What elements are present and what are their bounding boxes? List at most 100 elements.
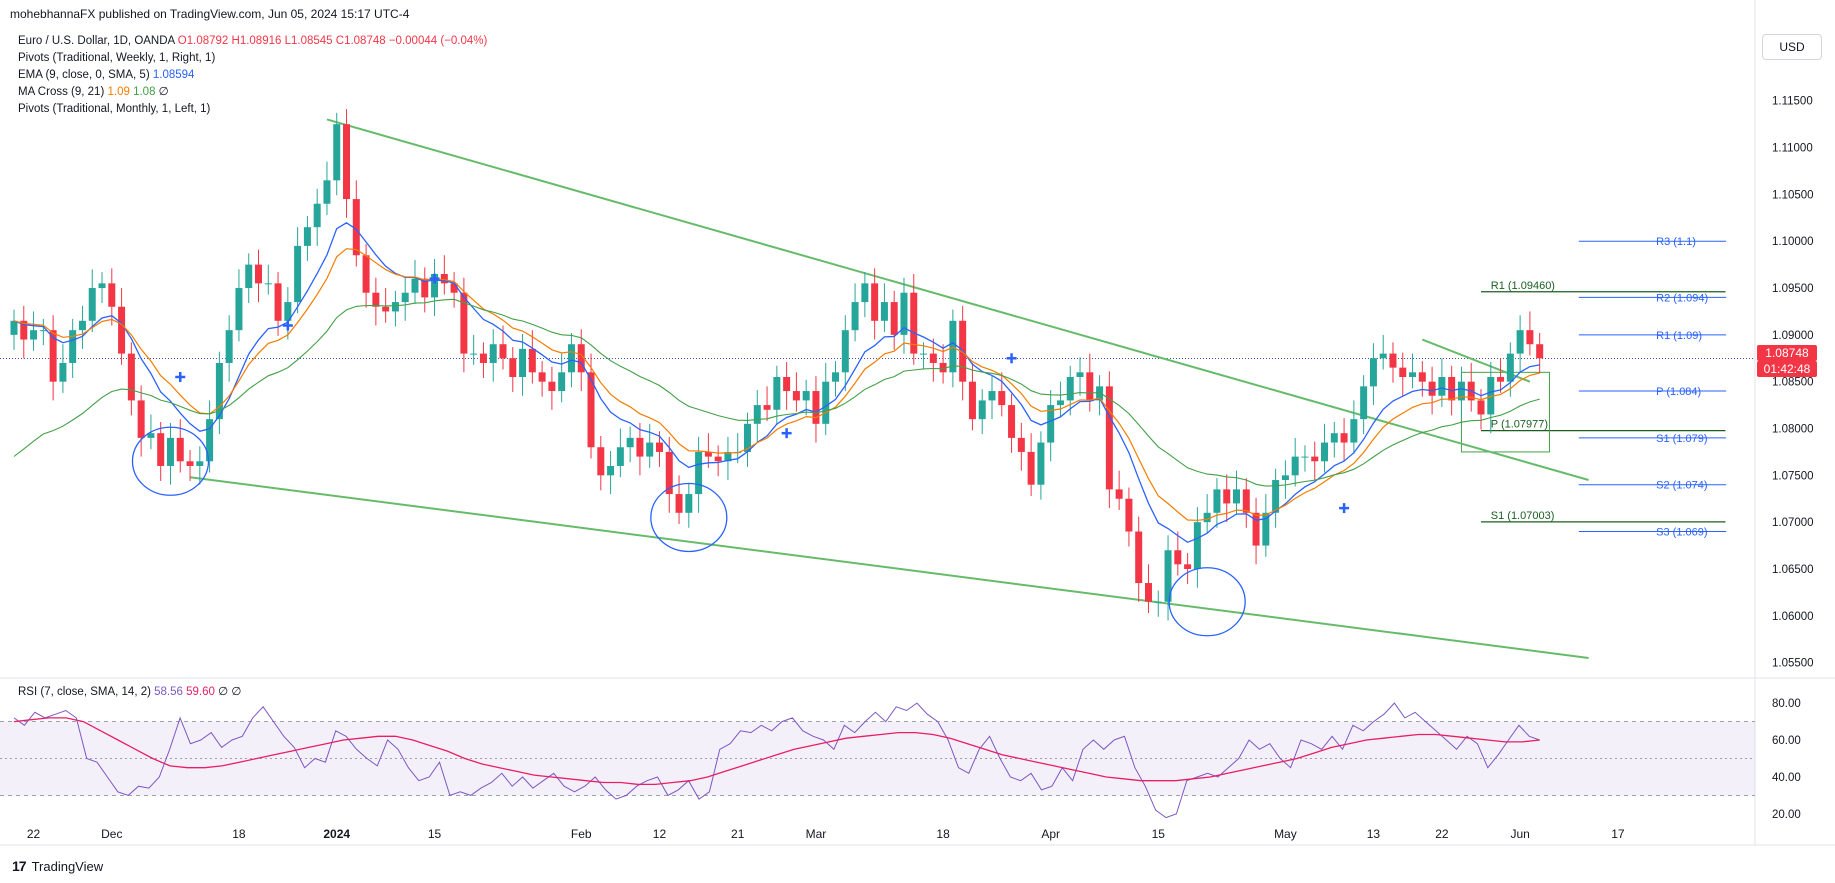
candle-body (567, 344, 575, 373)
candle-body (509, 358, 517, 377)
legend-ema-row[interactable]: EMA (9, close, 0, SMA, 5) 1.08594 (18, 67, 487, 84)
candle-body (39, 330, 47, 332)
candle-body (294, 245, 302, 303)
time-tick-label: 15 (1152, 827, 1166, 841)
candle-body (1115, 489, 1123, 499)
candle-body (1311, 456, 1319, 462)
candle-body (235, 288, 243, 331)
candle-body (30, 330, 38, 340)
price-tick-label: 1.09000 (1772, 330, 1814, 342)
candle-body (1086, 372, 1094, 401)
candle-body (1536, 344, 1544, 359)
pivot-weekly-label: S2 (1.074) (1656, 480, 1707, 492)
time-tick-label: Apr (1041, 827, 1060, 841)
candle-body (832, 372, 840, 382)
candle-body (900, 292, 908, 335)
candle-body (646, 442, 654, 457)
price-tick-label: 1.06000 (1772, 611, 1814, 623)
publisher-line: mohebhannaFX published on TradingView.co… (10, 7, 410, 21)
time-tick-label: 18 (936, 827, 950, 841)
candle-body (108, 283, 116, 307)
highlight-circle (1168, 567, 1246, 637)
candle-body (352, 199, 360, 256)
candle-body (519, 348, 527, 377)
candle-body (1184, 564, 1192, 569)
legend-ma-cross-v2: 1.08 (133, 86, 156, 98)
price-tick-label: 1.07000 (1772, 517, 1814, 529)
legend-close: C1.08748 (335, 35, 386, 47)
legend-ma-cross-v1: 1.09 (107, 86, 130, 98)
candle-body (812, 391, 820, 424)
candle-body (470, 353, 478, 355)
legend-ema-value: 1.08594 (152, 69, 195, 81)
candle-body (1223, 489, 1231, 504)
trendline-lower (189, 476, 1589, 659)
candle-body (1174, 550, 1182, 565)
time-tick-label: Dec (101, 827, 122, 841)
legend-symbol-row: Euro / U.S. Dollar, 1D, OANDA O1.08792 H… (18, 33, 487, 50)
time-tick-label: 22 (1435, 827, 1449, 841)
candle-body (1242, 489, 1250, 513)
candle-body (841, 330, 849, 373)
legend-pivots-weekly[interactable]: Pivots (Traditional, Weekly, 1, Right, 1… (18, 52, 216, 64)
candle-body (988, 391, 996, 401)
pivot-monthly-label: S1 (1.07003) (1491, 510, 1555, 522)
pivot-weekly-label: R2 (1.094) (1656, 292, 1708, 304)
candle-body (1389, 353, 1397, 368)
candle-body (499, 344, 507, 359)
candle-body (1448, 377, 1456, 401)
candle-body (998, 391, 1006, 406)
price-tick-label: 1.11000 (1772, 143, 1813, 155)
candle-body (528, 348, 536, 373)
candle-body (196, 461, 204, 466)
candle-body (1330, 433, 1338, 443)
rsi-tick-label: 60.00 (1772, 735, 1801, 747)
candle-body (548, 381, 556, 392)
candle-body (1154, 601, 1162, 603)
currency-button[interactable]: USD (1762, 34, 1822, 60)
candle-body (1477, 400, 1485, 415)
time-tick-label: 13 (1367, 827, 1381, 841)
candle-body (1291, 456, 1299, 476)
legend-open: O1.08792 (177, 35, 229, 47)
rsi-label: RSI (7, close, SMA, 14, 2) (18, 686, 151, 698)
candle-body (118, 306, 126, 354)
candle-body (479, 353, 487, 363)
candle-body (225, 330, 233, 363)
price-tick-label: 1.08000 (1772, 424, 1814, 436)
candle-body (343, 124, 351, 200)
candle-body (69, 330, 77, 363)
legend-pivots-monthly[interactable]: Pivots (Traditional, Monthly, 1, Left, 1… (18, 103, 211, 115)
candle-body (1428, 381, 1436, 396)
tradingview-logo[interactable]: 17 TradingView (12, 858, 103, 874)
trendline-upper (326, 118, 1589, 481)
candle-body (636, 437, 644, 457)
price-tick-label: 1.07500 (1772, 470, 1814, 482)
candle-body (792, 391, 800, 401)
candle-body (489, 344, 497, 363)
rsi-line (13, 702, 1540, 819)
candle-body (949, 320, 957, 373)
time-tick-label: Jun (1510, 827, 1529, 841)
candle-body (626, 437, 634, 448)
legend-ema-label: EMA (9, close, 0, SMA, 5) (18, 69, 150, 81)
rsi-legend[interactable]: RSI (7, close, SMA, 14, 2) 58.56 59.60 ∅… (18, 684, 241, 698)
pivot-monthly-label: P (1.07977) (1491, 419, 1548, 431)
candle-body (20, 320, 28, 340)
candle-body (1027, 451, 1035, 485)
candle-body (323, 180, 331, 204)
candle-body (675, 494, 683, 513)
candle-body (1056, 400, 1064, 406)
candle-body (362, 255, 370, 293)
price-tick-label: 1.10500 (1772, 189, 1814, 201)
candle-body (450, 283, 458, 293)
candle-body (1213, 489, 1221, 513)
brand-name: TradingView (31, 858, 104, 874)
price-tick-label: 1.06500 (1772, 564, 1814, 576)
legend-symbol[interactable]: Euro / U.S. Dollar, 1D, OANDA (18, 35, 175, 47)
candle-body (431, 273, 439, 298)
candle-body (255, 264, 262, 284)
tradingview-logo-icon: 17 (12, 858, 27, 874)
legend-ma-cross-row[interactable]: MA Cross (9, 21) 1.09 1.08 ∅ (18, 84, 487, 101)
